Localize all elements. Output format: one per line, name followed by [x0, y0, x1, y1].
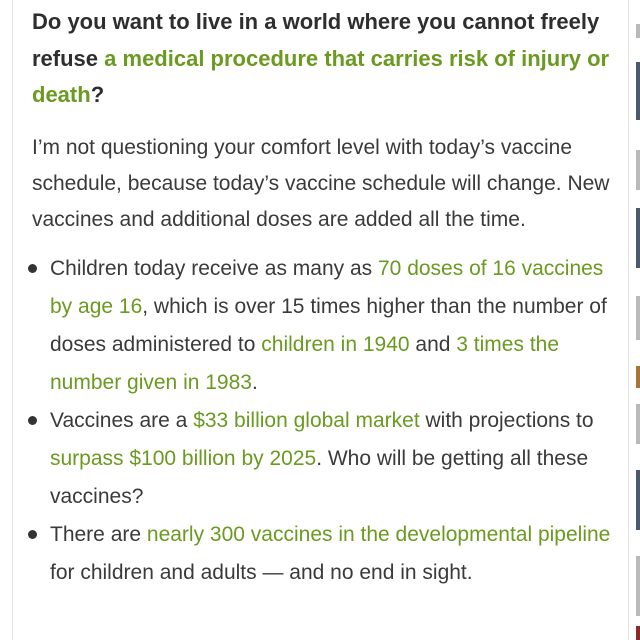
sidebar-thumbnail-fragment: [636, 470, 640, 530]
children-1940-link[interactable]: children in 1940: [261, 332, 410, 356]
bullet-text: Children today receive as many as: [50, 256, 378, 280]
sidebar-fragment: [636, 296, 640, 340]
bullet-text: with projections to: [419, 408, 594, 432]
bullet-text: There are: [50, 522, 147, 546]
sidebar-fragment: [636, 24, 640, 38]
article-body: Do you want to live in a world where you…: [12, 0, 628, 640]
sidebar-fragment: [636, 404, 640, 444]
sidebar-thumbnail-fragment: [636, 208, 640, 268]
bullet-text: Vaccines are a: [50, 408, 194, 432]
doses-link[interactable]: 70 doses of 16 vaccines by age 16: [50, 256, 604, 318]
vaccine-pipeline-link[interactable]: nearly 300 vaccines in the developmental…: [146, 522, 611, 546]
bullet-text: and: [409, 332, 457, 356]
bullet-dot: [28, 263, 37, 273]
content-left-border: [12, 0, 13, 640]
sidebar-fragment: [636, 556, 640, 616]
bullet-text: .: [251, 370, 258, 394]
sidebar-thumbnail-fragment: [636, 626, 640, 640]
content-right-border: [628, 0, 629, 640]
global-market-link[interactable]: $33 billion global market: [193, 408, 420, 432]
list-item: Vaccines are a $33 billion global market…: [28, 402, 616, 516]
facts-list: Children today receive as many as 70 dos…: [28, 250, 616, 592]
market-projection-link[interactable]: surpass $100 billion by 2025: [50, 446, 317, 470]
1983-doses-link[interactable]: 3 times the number given in 1983: [50, 332, 560, 394]
headline-text-end: ?: [90, 82, 105, 107]
bullet-dot: [28, 415, 37, 425]
section-headline: Do you want to live in a world where you…: [32, 4, 616, 114]
medical-procedure-link[interactable]: a medical procedure that carries risk of…: [32, 45, 610, 108]
bullet-dot: [28, 529, 37, 539]
bullet-text: for children and adults — and no end in …: [50, 560, 473, 584]
intro-paragraph: I’m not questioning your comfort level w…: [32, 135, 610, 231]
bullet-text: , which is over 15 times higher than the…: [50, 294, 607, 356]
list-item: Children today receive as many as 70 dos…: [28, 250, 616, 402]
bullet-text: . Who will be getting all these vaccines…: [50, 446, 589, 508]
list-item: There are nearly 300 vaccines in the dev…: [28, 516, 616, 592]
headline-text: Do you want to live in a world where you…: [32, 9, 600, 71]
sidebar-thumbnail-fragment: [636, 366, 640, 388]
sidebar-thumbnail-fragment: [636, 62, 640, 120]
sidebar-fragment: [636, 150, 640, 190]
